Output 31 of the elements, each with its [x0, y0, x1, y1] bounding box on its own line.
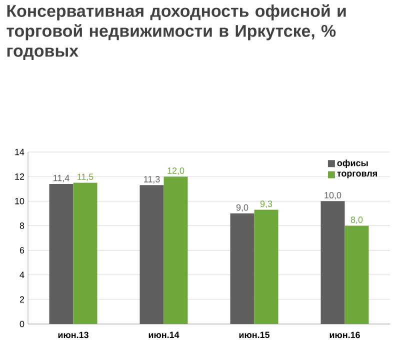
- data-label: 10,0: [324, 192, 342, 200]
- data-label: 9,3: [260, 200, 272, 208]
- data-label: 11,3: [144, 176, 160, 184]
- y-tick-label: 8: [20, 222, 24, 229]
- bar: [320, 201, 345, 324]
- y-tick-label: 6: [20, 247, 24, 254]
- chart-title: Консервативная доходность офисной и торговой недвижимости в Иркутске, % годовых: [6, 4, 346, 60]
- x-tick-label: июн.14: [148, 332, 180, 338]
- legend-label: торговля: [337, 172, 377, 178]
- y-tick-label: 4: [20, 272, 24, 278]
- bar: [254, 210, 278, 324]
- bar: [49, 184, 74, 324]
- y-tick-label: 14: [15, 148, 24, 156]
- x-tick-label: июн.13: [58, 332, 88, 338]
- y-tick-label: 2: [20, 296, 24, 303]
- data-label: 9,0: [236, 204, 248, 212]
- bar: [73, 182, 98, 324]
- bar: [140, 185, 164, 324]
- bar: [344, 226, 369, 324]
- bar: [230, 213, 254, 324]
- y-tick-label: 0: [20, 320, 24, 328]
- data-label: 8,0: [350, 216, 363, 224]
- y-tick-label: 12: [15, 173, 24, 180]
- x-tick-label: июн.16: [330, 332, 360, 338]
- data-label: 12,0: [168, 167, 184, 175]
- x-tick-label: июн.15: [239, 332, 270, 338]
- data-label: 11,4: [54, 174, 70, 182]
- y-tick-label: 10: [15, 198, 24, 204]
- legend-label: офисы: [337, 160, 368, 168]
- data-label: 11,5: [78, 174, 94, 182]
- bar: [164, 176, 188, 324]
